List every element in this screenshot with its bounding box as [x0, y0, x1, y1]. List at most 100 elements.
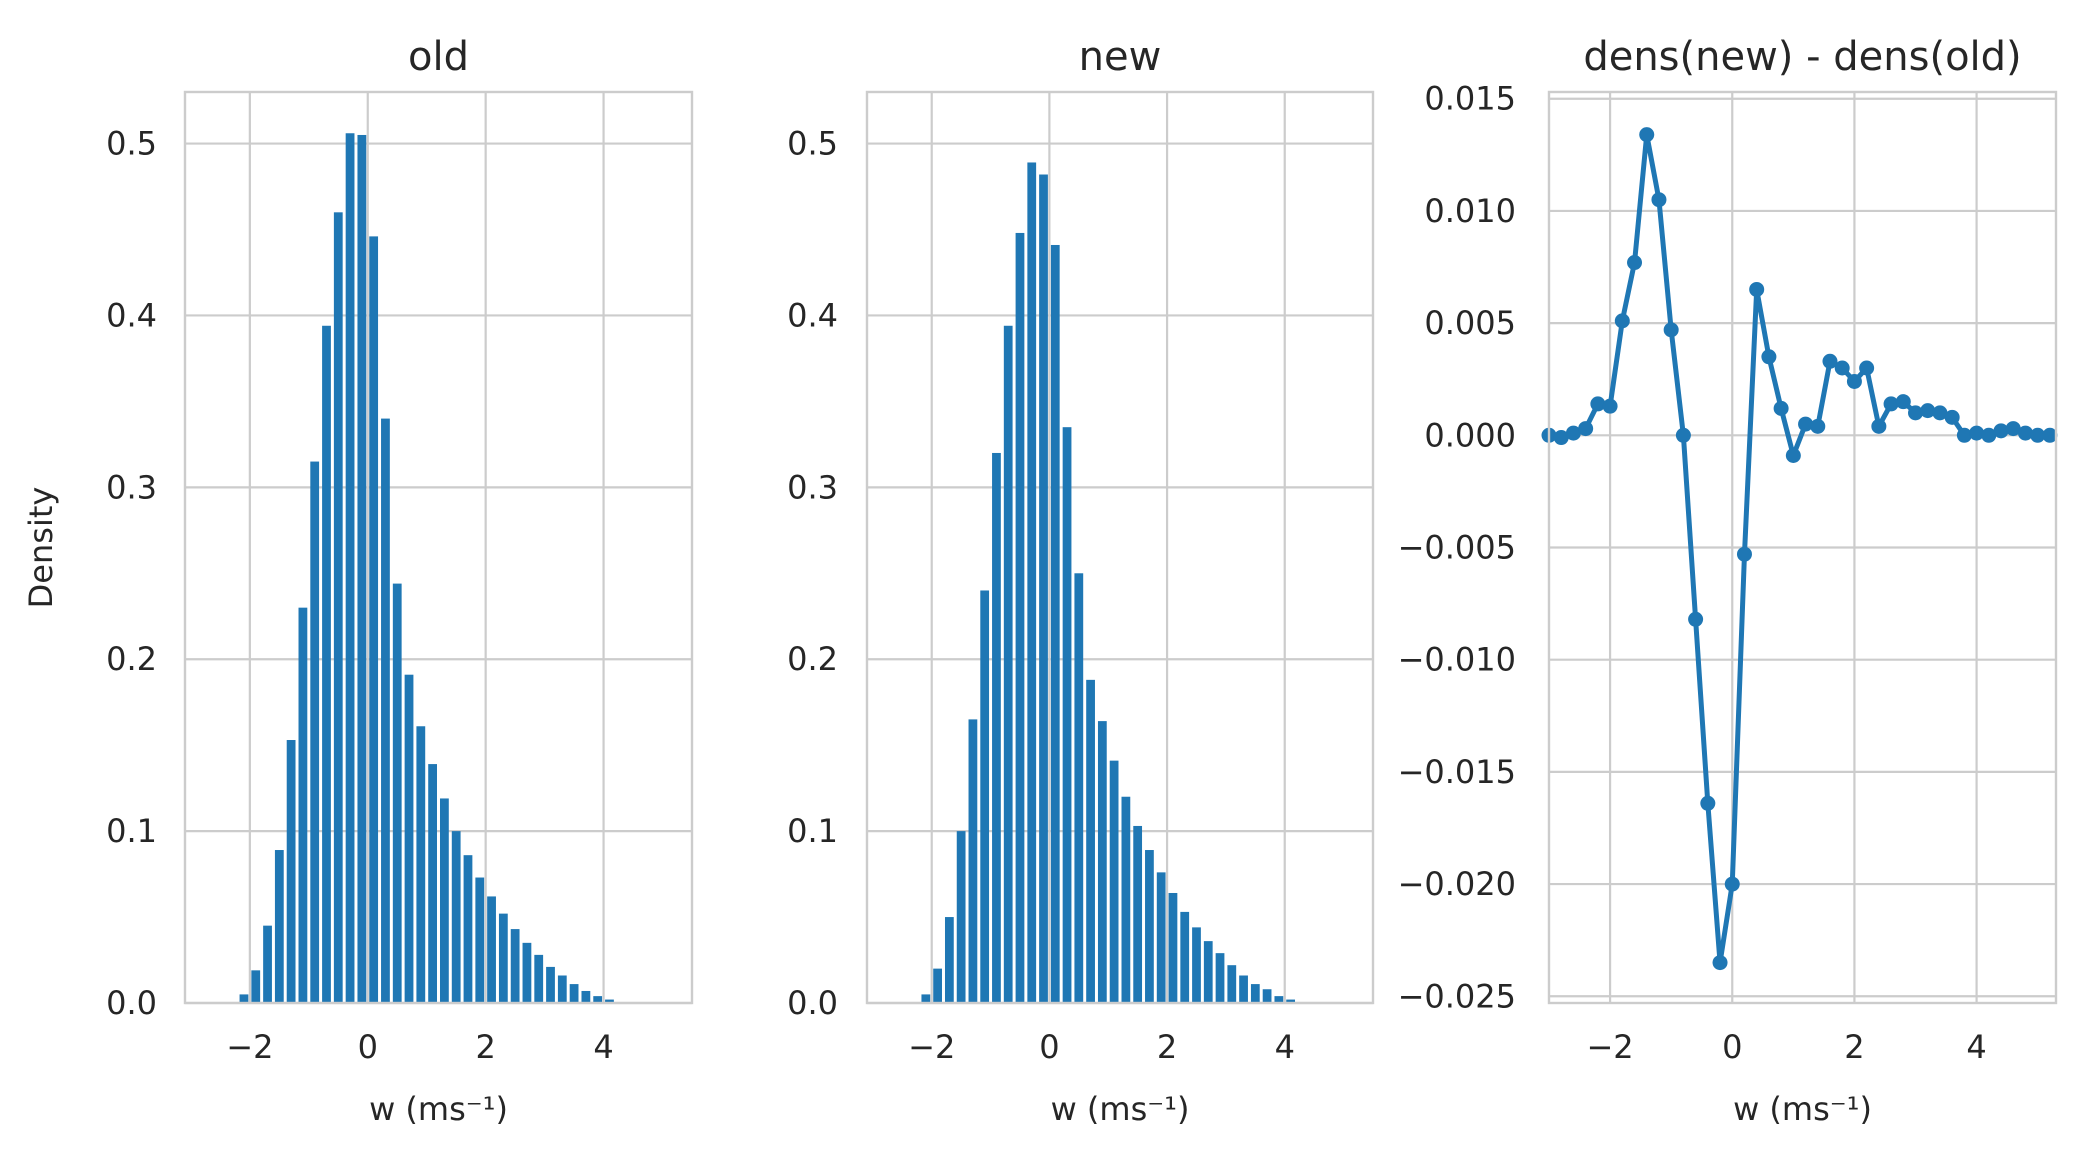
histogram-bar — [1109, 760, 1119, 1003]
difference-point — [1981, 427, 1997, 443]
y-tick-label: 0.1 — [106, 812, 157, 850]
difference-point — [2005, 421, 2021, 437]
difference-point — [1895, 394, 1911, 410]
difference-point — [1773, 400, 1789, 416]
histogram-bar — [1286, 999, 1296, 1003]
difference-point — [1651, 192, 1667, 208]
histogram-bar — [239, 994, 249, 1003]
histogram-bar — [1145, 850, 1154, 1003]
x-tick-label: 4 — [1275, 1028, 1295, 1066]
y-tick-label: 0.3 — [787, 468, 838, 506]
histogram-bar — [440, 798, 449, 1003]
difference-point — [1627, 255, 1643, 271]
y-axis-label: Density — [22, 487, 60, 609]
histogram-bar — [1121, 796, 1131, 1003]
difference-point — [1565, 425, 1581, 441]
histogram-bar — [333, 212, 343, 1004]
histogram-bar — [310, 461, 320, 1003]
difference-point — [1883, 396, 1899, 412]
y-tick-label: 0.1 — [787, 812, 838, 850]
difference-point — [1798, 416, 1814, 432]
x-tick-label: −2 — [226, 1028, 273, 1066]
y-tick-label: −0.025 — [1398, 977, 1516, 1015]
difference-point — [1675, 427, 1691, 443]
x-tick-label: −2 — [908, 1028, 955, 1066]
x-axis-label: w (ms⁻¹) — [1733, 1090, 1872, 1128]
histogram-bar — [451, 831, 461, 1003]
difference-point — [1932, 405, 1948, 421]
histogram-bar — [921, 994, 931, 1003]
y-tick-label: 0.000 — [1424, 416, 1516, 454]
histogram-bar — [1003, 325, 1013, 1003]
difference-point — [1920, 403, 1936, 419]
histogram-bar — [522, 942, 532, 1003]
y-tick-label: 0.2 — [106, 640, 157, 678]
histogram-bar — [1133, 825, 1143, 1003]
axes-frame — [865, 90, 1375, 1005]
difference-point — [2017, 425, 2033, 441]
y-tick-label: 0.4 — [787, 296, 838, 334]
y-tick-label: −0.010 — [1398, 641, 1516, 679]
histogram-bar — [1180, 911, 1190, 1003]
x-axis-label: w (ms⁻¹) — [369, 1090, 508, 1128]
difference-point — [1944, 409, 1960, 425]
histogram-bar — [1086, 679, 1095, 1003]
x-tick-label: 4 — [593, 1028, 613, 1066]
y-tick-label: 0.015 — [1424, 80, 1516, 118]
difference-point — [1663, 322, 1679, 338]
x-tick-label: 2 — [1157, 1028, 1177, 1066]
histogram-bar — [1015, 232, 1025, 1004]
histogram-bar — [1227, 965, 1237, 1003]
histogram-bar — [1156, 872, 1166, 1003]
histogram-bar — [428, 764, 437, 1003]
histogram-bar — [546, 966, 555, 1003]
histogram-bar — [1039, 174, 1048, 1003]
histogram-bar — [369, 236, 379, 1004]
subplot-title: dens(new) - dens(old) — [1583, 34, 2021, 80]
difference-point — [1859, 360, 1875, 376]
x-tick-label: 4 — [1966, 1028, 1986, 1066]
histogram-bar — [1050, 244, 1060, 1003]
difference-point — [2030, 427, 2046, 443]
x-tick-label: 2 — [1844, 1028, 1864, 1066]
histogram-bar — [1262, 989, 1272, 1003]
y-tick-label: 0.0 — [106, 984, 157, 1022]
y-tick-label: 0.0 — [787, 984, 838, 1022]
histogram-bar — [581, 990, 591, 1003]
y-tick-label: 0.2 — [787, 640, 838, 678]
y-tick-label: 0.005 — [1424, 304, 1516, 342]
histogram-bar — [510, 929, 520, 1003]
histogram-bar — [345, 133, 355, 1004]
histogram-bar — [1192, 927, 1201, 1003]
difference-point — [1846, 373, 1862, 389]
difference-point — [1639, 127, 1655, 143]
histogram-bar — [416, 726, 426, 1003]
histogram-bar — [251, 970, 261, 1003]
histogram-bar — [593, 996, 603, 1003]
histogram-bar — [274, 850, 284, 1003]
x-tick-label: 0 — [1039, 1028, 1059, 1066]
histogram-bar — [1097, 721, 1107, 1003]
y-tick-label: −0.020 — [1398, 865, 1516, 903]
difference-point — [1553, 430, 1569, 446]
y-tick-label: −0.005 — [1398, 529, 1516, 567]
histogram-bar — [322, 325, 331, 1003]
difference-point — [1908, 405, 1924, 421]
y-tick-label: 0.010 — [1424, 192, 1516, 230]
histogram-bar — [1203, 941, 1213, 1003]
x-tick-label: 2 — [475, 1028, 495, 1066]
y-tick-label: 0.5 — [787, 125, 838, 163]
difference-point — [1834, 360, 1850, 376]
histogram-bar — [286, 740, 296, 1003]
difference-point — [1590, 396, 1606, 412]
histogram-bar — [392, 583, 402, 1003]
histogram-bar — [557, 975, 567, 1003]
difference-point — [1749, 281, 1765, 297]
histogram-bar — [1062, 427, 1072, 1003]
histogram-bar — [1239, 975, 1248, 1003]
histogram-bar — [1274, 996, 1284, 1003]
difference-point — [1688, 611, 1704, 627]
histogram-bar — [980, 590, 990, 1003]
subplot-1: −2 0 2 4 0.0 0.1 0.2 0.3 0.4 0.5 w (ms⁻¹) Density ol… — [22, 34, 694, 1128]
